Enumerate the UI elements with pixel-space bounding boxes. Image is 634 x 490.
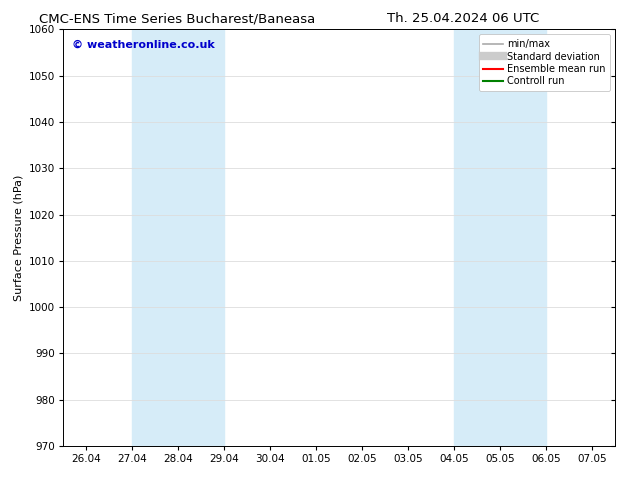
Text: © weatheronline.co.uk: © weatheronline.co.uk (72, 40, 214, 50)
Text: CMC-ENS Time Series Bucharest/Baneasa: CMC-ENS Time Series Bucharest/Baneasa (39, 12, 316, 25)
Bar (133, 29, 224, 446)
Legend: min/max, Standard deviation, Ensemble mean run, Controll run: min/max, Standard deviation, Ensemble me… (479, 34, 610, 91)
Text: Th. 25.04.2024 06 UTC: Th. 25.04.2024 06 UTC (387, 12, 539, 25)
Bar (454, 29, 546, 446)
Y-axis label: Surface Pressure (hPa): Surface Pressure (hPa) (13, 174, 23, 301)
